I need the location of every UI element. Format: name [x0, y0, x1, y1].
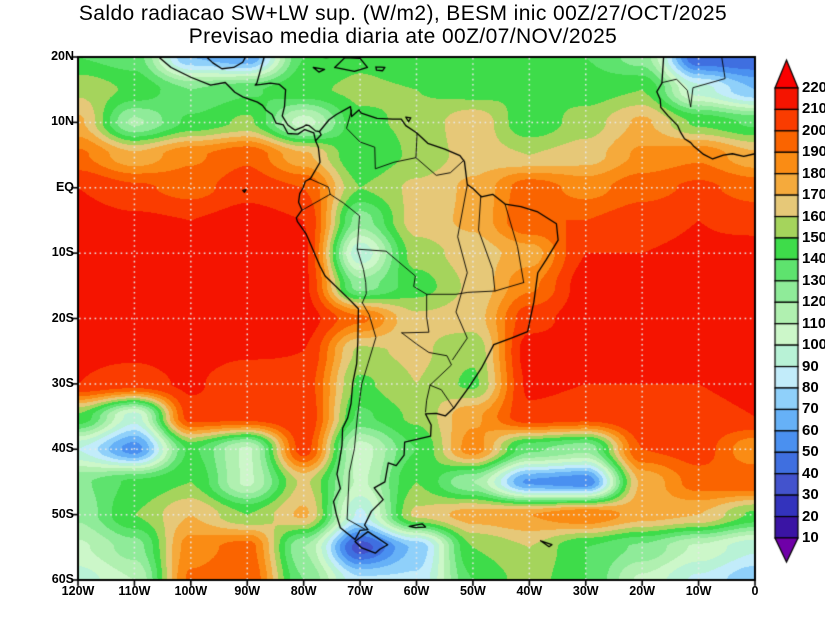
colorbar-tick-label: 10 [802, 529, 819, 546]
x-tick-label: 40W [516, 584, 543, 598]
colorbar-tick-label: 150 [802, 229, 825, 246]
colorbar-tick-label: 110 [802, 314, 825, 332]
colorbar-tick-label: 20 [802, 507, 819, 525]
y-tick-label: 30S [51, 375, 74, 390]
y-tick-label: 10S [51, 245, 74, 260]
x-tick-label: 0 [751, 584, 759, 598]
y-tick-label: 40S [51, 441, 74, 456]
x-tick-label: 60W [403, 584, 430, 598]
colorbar-tick-label: 40 [802, 464, 819, 482]
x-tick-label: 110W [118, 584, 151, 598]
colorbar-tick-label: 220 [802, 79, 825, 96]
x-tick-label: 90W [234, 584, 261, 598]
x-tick-label: 50W [460, 584, 486, 598]
y-tick-label: EQ [55, 179, 74, 194]
colorbar-tick-label: 160 [802, 207, 825, 225]
y-tick-label: 20N [51, 49, 74, 63]
x-tick-label: 120W [61, 584, 95, 598]
y-tick-label: 20S [51, 310, 74, 325]
colorbar-tick-label: 30 [802, 486, 819, 504]
colorbar-tick-label: 140 [802, 250, 825, 268]
colorbar-tick-label: 170 [802, 186, 825, 204]
colorbar-tick-label: 190 [802, 143, 825, 161]
y-tick-label: 10N [51, 114, 74, 129]
y-tick-label: 60S [51, 572, 74, 586]
colorbar-tick-label: 180 [802, 164, 825, 182]
x-tick-label: 80W [290, 584, 317, 598]
colorbar-tick-label: 130 [802, 271, 825, 289]
colorbar-tick-label: 60 [802, 421, 819, 439]
x-tick-label: 20W [629, 584, 655, 598]
colorbar-tick-label: 80 [802, 379, 819, 396]
colorbar-tick-label: 90 [802, 357, 819, 375]
colorbar-tick-label: 200 [802, 121, 825, 139]
colorbar-tick-label: 210 [802, 100, 825, 118]
x-tick-label: 100W [174, 584, 208, 598]
y-tick-label: 50S [51, 506, 74, 521]
colorbar-tick-label: 70 [802, 400, 819, 418]
x-tick-label: 70W [347, 584, 373, 598]
colorbar-tick-label: 120 [802, 293, 825, 311]
colorbar-tick-label: 50 [802, 443, 819, 461]
x-tick-label: 10W [685, 584, 712, 598]
x-tick-label: 30W [572, 584, 599, 598]
colorbar-tick-label: 100 [802, 336, 825, 354]
